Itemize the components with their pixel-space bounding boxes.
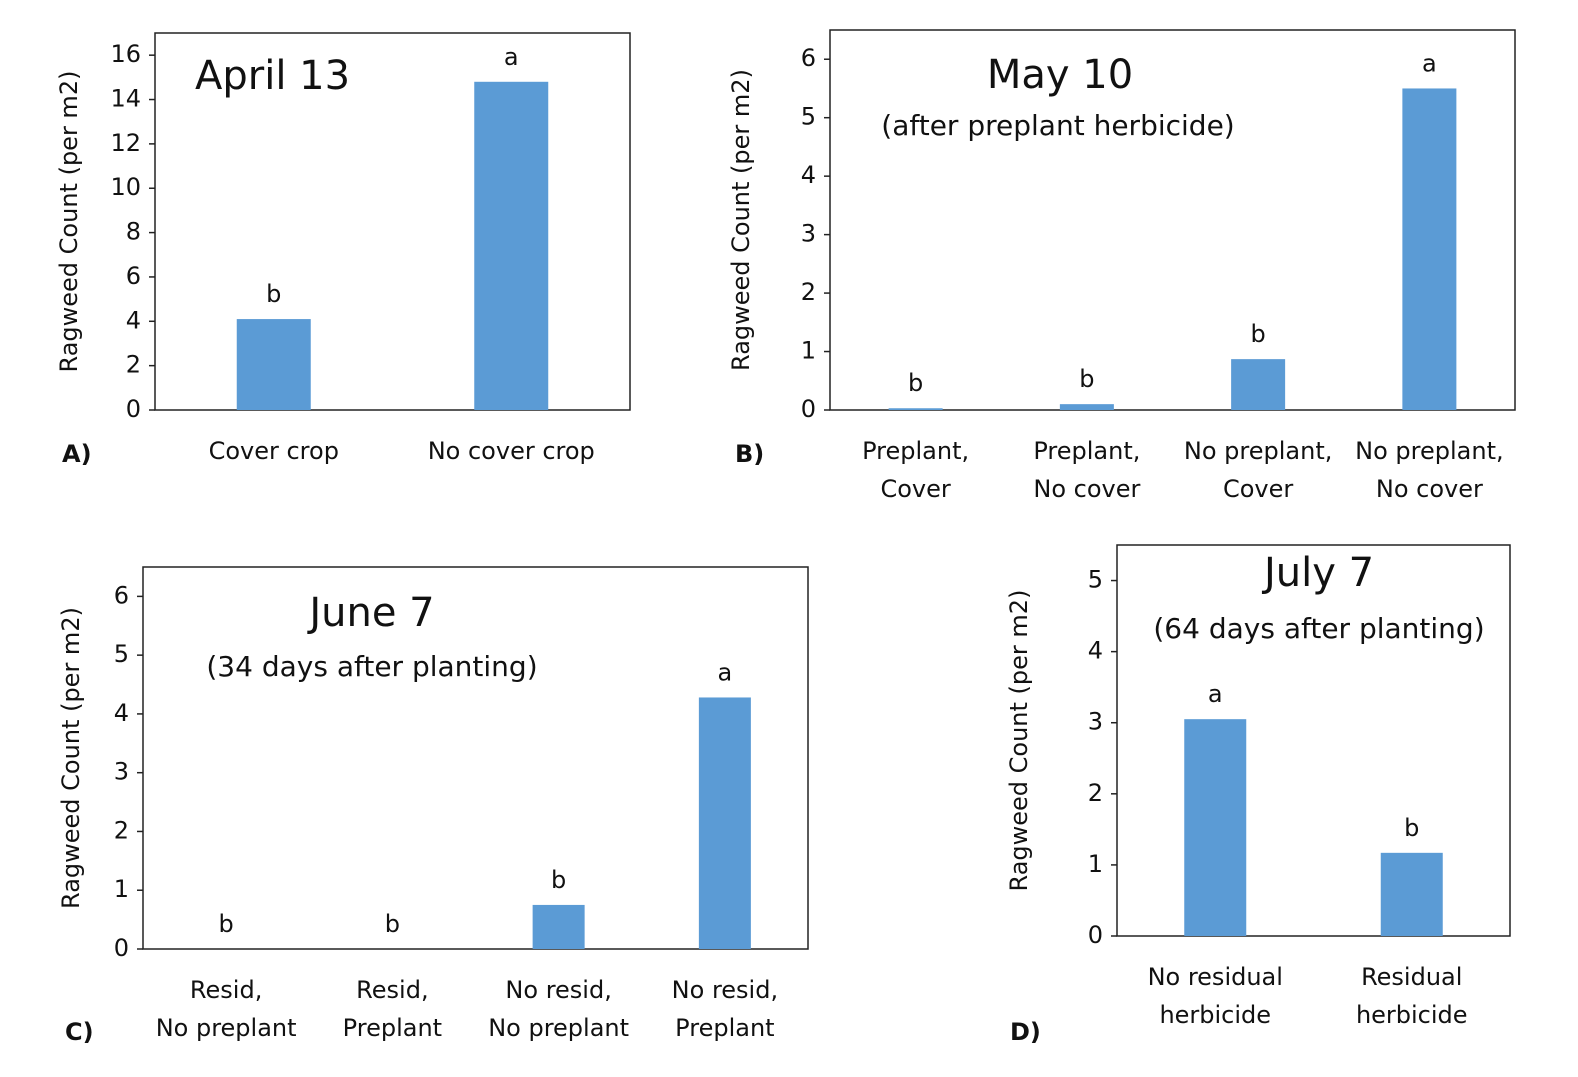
- y-tick-label: 1: [114, 875, 129, 903]
- y-tick-label: 4: [114, 699, 129, 727]
- y-axis-label: Ragweed Count (per m2): [727, 69, 755, 371]
- panel-label: B): [735, 440, 764, 468]
- significance-letter: b: [908, 369, 923, 397]
- significance-letter: b: [385, 910, 400, 938]
- bar: [474, 81, 549, 410]
- y-tick-label: 8: [126, 218, 141, 246]
- chart-title: May 10: [987, 52, 1133, 98]
- chart-subtitle: (34 days after planting): [206, 650, 537, 683]
- plot-frame: [142, 566, 809, 950]
- y-tick-label: 1: [801, 337, 816, 365]
- x-tick-label: Preplant,: [1033, 437, 1140, 465]
- significance-letter: a: [718, 658, 733, 686]
- y-tick-label: 6: [801, 44, 816, 72]
- y-tick-label: 2: [114, 816, 129, 844]
- x-tick-label: No cover: [1376, 475, 1483, 503]
- plot-frame: [829, 29, 1516, 411]
- y-tick-label: 6: [114, 581, 129, 609]
- panel-label: A): [62, 440, 92, 468]
- y-tick-label: 2: [1088, 779, 1103, 807]
- x-tick-label: Resid,: [190, 976, 262, 1004]
- x-tick-label: Residual: [1361, 963, 1462, 991]
- y-tick-label: 6: [126, 262, 141, 290]
- y-tick-label: 0: [1088, 921, 1103, 949]
- y-tick-label: 3: [801, 220, 816, 248]
- y-tick-label: 5: [801, 103, 816, 131]
- chart-subtitle: (64 days after planting): [1153, 612, 1484, 645]
- bar: [1402, 88, 1457, 410]
- y-tick-label: 16: [110, 40, 141, 68]
- significance-letter: a: [1422, 49, 1437, 77]
- y-axis-label: Ragweed Count (per m2): [1005, 590, 1033, 892]
- x-tick-label: No preplant: [156, 1014, 297, 1042]
- x-tick-label: Preplant: [343, 1014, 442, 1042]
- bar: [888, 408, 943, 410]
- significance-letter: a: [504, 43, 519, 71]
- bar: [1059, 404, 1114, 410]
- chart-title: July 7: [1261, 550, 1374, 596]
- y-tick-label: 3: [1088, 708, 1103, 736]
- x-tick-label: Resid,: [356, 976, 428, 1004]
- y-tick-label: 0: [114, 934, 129, 962]
- y-tick-label: 2: [126, 351, 141, 379]
- x-tick-label: No preplant: [488, 1014, 629, 1042]
- y-tick-label: 12: [110, 129, 141, 157]
- x-tick-label: herbicide: [1356, 1001, 1468, 1029]
- panel-label: C): [65, 1018, 94, 1046]
- y-tick-label: 4: [801, 161, 816, 189]
- bar: [1380, 852, 1443, 936]
- chart-title: April 13: [195, 53, 350, 99]
- x-tick-label: No preplant,: [1184, 437, 1332, 465]
- x-tick-label: No preplant,: [1355, 437, 1503, 465]
- x-tick-label: No residual: [1148, 963, 1283, 991]
- y-tick-label: 1: [1088, 850, 1103, 878]
- x-tick-label: Preplant,: [862, 437, 969, 465]
- panel-label: D): [1010, 1018, 1041, 1046]
- bar: [1184, 719, 1247, 936]
- y-tick-label: 3: [114, 758, 129, 786]
- x-tick-label: Preplant: [675, 1014, 774, 1042]
- significance-letter: a: [1208, 680, 1223, 708]
- x-tick-label: Cover: [1223, 475, 1293, 503]
- y-axis-label: Ragweed Count (per m2): [55, 71, 83, 373]
- y-tick-label: 14: [110, 85, 141, 113]
- y-axis-label: Ragweed Count (per m2): [57, 607, 85, 909]
- y-tick-label: 10: [110, 173, 141, 201]
- x-tick-label: No cover: [1033, 475, 1140, 503]
- y-tick-label: 2: [801, 278, 816, 306]
- bar: [532, 904, 585, 949]
- significance-letter: b: [1251, 320, 1266, 348]
- y-tick-label: 0: [126, 395, 141, 423]
- bar: [236, 319, 311, 410]
- y-tick-label: 0: [801, 395, 816, 423]
- x-tick-label: herbicide: [1159, 1001, 1271, 1029]
- x-tick-label: Cover: [880, 475, 950, 503]
- bar: [698, 697, 751, 949]
- significance-letter: b: [551, 866, 566, 894]
- significance-letter: b: [266, 280, 281, 308]
- y-tick-label: 4: [126, 306, 141, 334]
- x-tick-label: No resid,: [672, 976, 778, 1004]
- plot-frame: [1116, 544, 1511, 937]
- significance-letter: b: [1079, 365, 1094, 393]
- significance-letter: b: [1404, 814, 1419, 842]
- x-tick-label: Cover crop: [209, 437, 339, 465]
- x-tick-label: No cover crop: [428, 437, 595, 465]
- significance-letter: b: [219, 910, 234, 938]
- chart-title: June 7: [306, 590, 434, 636]
- y-tick-label: 5: [114, 640, 129, 668]
- y-tick-label: 4: [1088, 637, 1103, 665]
- bar: [1231, 359, 1286, 410]
- plot-frame: [154, 32, 631, 411]
- chart-subtitle: (after preplant herbicide): [881, 109, 1234, 142]
- x-tick-label: No resid,: [505, 976, 611, 1004]
- y-tick-label: 5: [1088, 566, 1103, 594]
